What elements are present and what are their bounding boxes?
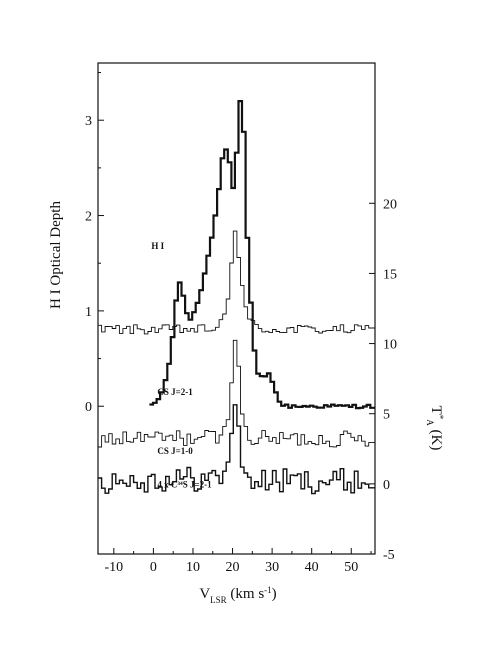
y-left-tick-label: 2: [85, 210, 92, 225]
x-tick-label: 30: [265, 560, 279, 575]
y-right-tick-label: 0: [383, 478, 390, 493]
y-right-tick-label: 5: [383, 408, 390, 423]
y-right-axis-title-sub: A: [425, 419, 435, 426]
ticks: -10 0 10 20 30 40 50 0 1 2 3 -5 0 5 10 15 20: [85, 72, 397, 575]
y-left-tick-label: 3: [85, 114, 92, 129]
y-right-tick-label: 15: [383, 267, 397, 282]
x-axis-title-close: ): [272, 586, 277, 602]
y-right-tick-label: 10: [383, 338, 397, 353]
x-axis-title-sub: LSR: [210, 595, 227, 605]
series-layer: [98, 100, 375, 495]
y-left-tick-label: 1: [85, 305, 92, 320]
plot-frame: [97, 62, 376, 555]
x-tick-label: -10: [104, 560, 123, 575]
annotation-4-x-c-s-j-2-1: 4 x C³⁴S J=2-1: [157, 479, 212, 489]
y-right-axis-title-sup: *: [435, 415, 445, 420]
x-tick-label: 0: [150, 560, 157, 575]
y-left-axis-title: H I Optical Depth: [48, 201, 64, 309]
x-axis-title-main: V: [199, 586, 210, 602]
series-cs-j-1-0: [98, 339, 375, 448]
y-right-tick-label: -5: [383, 548, 395, 563]
x-tick-label: 20: [226, 560, 240, 575]
annotations: H I CS J=2-1 CS J=1-0 4 x C³⁴S J=2-1: [151, 241, 212, 489]
x-axis-title: VLSR (km s-1): [199, 585, 276, 605]
series-cs-j-2-1: [98, 230, 375, 335]
y-right-tick-label: 20: [383, 197, 397, 212]
x-tick-label: 40: [305, 560, 319, 575]
y-right-axis-title-main: T: [428, 406, 444, 415]
x-axis-title-sup: -1: [264, 585, 272, 595]
y-left-tick-label: 0: [85, 400, 92, 415]
annotation-cs-j-2-1: CS J=2-1: [157, 387, 193, 397]
x-tick-label: 50: [344, 560, 358, 575]
y-right-axis-title-unit: (K): [428, 426, 444, 451]
x-tick-label: 10: [186, 560, 200, 575]
annotation-cs-j-1-0: CS J=1-0: [157, 446, 193, 456]
y-right-axis-title: T*A (K): [425, 406, 445, 451]
series-4-x-c-s-j-2-1: [98, 404, 375, 495]
annotation-h-i: H I: [151, 241, 164, 251]
series-h-i: [149, 100, 375, 410]
x-axis-title-unit: (km s: [227, 586, 265, 602]
